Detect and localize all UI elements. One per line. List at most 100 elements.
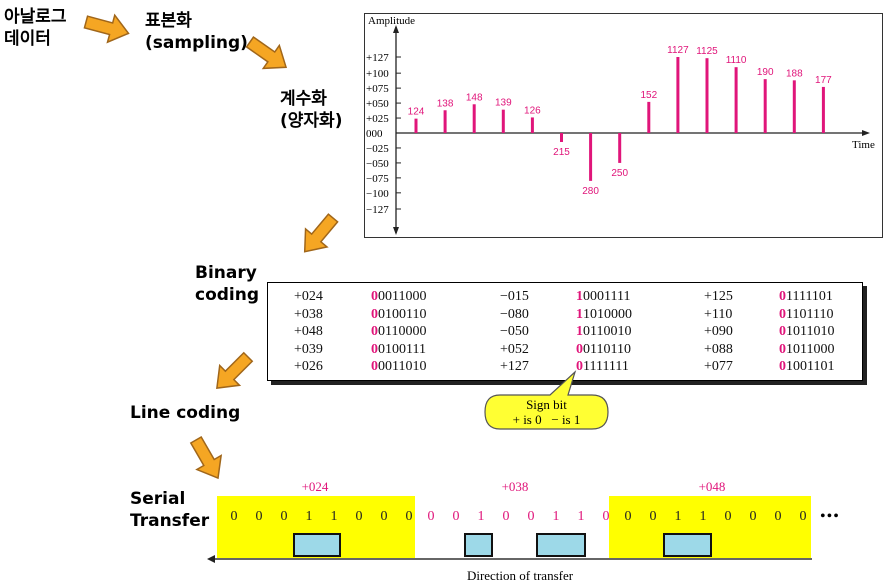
bit: 0 [724,509,732,524]
analog-data-label: 아날로그 데이터 [4,7,67,49]
sign-bit: 0 [371,359,378,374]
decimal-value: +090 [704,324,733,339]
data-label: 1110 [726,55,747,66]
binary-code: 01011000 [779,342,834,358]
decimal-value: −015 [500,289,529,304]
magnitude-bits: 0100110 [378,306,427,322]
binary-code: 01101110 [779,307,833,323]
callout-line2: + is 0 − is 1 [512,412,581,427]
line-code-pulse [663,533,712,557]
sample-bar [530,117,534,133]
sample-bar [560,133,563,142]
decimal-value: +024 [294,289,323,304]
sign-bit: 0 [779,341,786,357]
data-label: 250 [611,168,628,179]
sample-bar [589,133,593,181]
decimal-value: +125 [704,289,733,304]
binary-code: 01001101 [779,359,834,375]
bit: 0 [380,509,388,524]
sample-bar [472,104,476,133]
sign-bit: 0 [779,289,786,304]
sample-bar [821,86,825,133]
data-label: 177 [815,75,832,86]
data-label: 126 [524,105,541,116]
line-coding-label: Line coding [130,403,241,423]
ellipsis: ••• [820,508,840,525]
decimal-value: +077 [704,359,733,374]
binary-coding-label: Binary coding [195,263,260,305]
bit: 0 [527,509,535,524]
data-label: 152 [640,90,657,101]
sample-bar [763,79,767,133]
group-value-label: +024 [301,479,329,494]
sign-bit: 0 [371,289,378,304]
binary-code: 00110000 [371,324,426,340]
bit: 0 [280,509,288,524]
magnitude-bits: 1111111 [583,359,629,374]
bit: 0 [602,509,610,524]
sign-bit: 1 [576,324,583,339]
sampling-chart [364,13,883,238]
y-tick-label: +025 [366,113,389,125]
magnitude-bits: 0110110 [583,341,631,357]
magnitude-bits: 0110000 [378,324,427,339]
y-tick-label: +100 [366,68,389,80]
decimal-value: +038 [294,306,323,322]
magnitude-bits: 1011000 [786,341,835,357]
data-label: 188 [786,68,803,79]
decimal-value: −080 [500,306,529,322]
y-tick-label: −127 [366,204,389,216]
bit: 0 [649,509,657,524]
bit: 1 [699,509,707,524]
decimal-value: +052 [500,341,529,357]
bit: 0 [255,509,263,524]
decimal-value: +088 [704,341,733,357]
data-label: 138 [437,98,454,109]
sign-bit: 0 [576,359,583,374]
y-tick-label: +050 [366,98,389,110]
bit: 1 [477,509,485,524]
sample-bar [705,58,709,133]
sample-bar [792,80,796,133]
magnitude-bits: 0011000 [378,289,427,304]
bit: 0 [405,509,413,524]
group-value-label: +048 [698,479,726,494]
bit: 0 [774,509,782,524]
bit: 0 [749,509,757,524]
bit: 0 [355,509,363,524]
data-label: 1127 [667,45,689,56]
magnitude-bits: 1011010 [786,324,835,339]
sign-bit: 0 [779,306,786,322]
chart-svg: Amplitude Time +127 +100 +075 +050 +025 000 −025… [366,15,875,235]
x-axis-arrow [862,130,870,136]
magnitude-bits: 0001111 [583,289,631,304]
line-code-pulse [464,533,493,557]
binary-code: 10110010 [576,324,631,340]
direction-label: Direction of transfer [466,568,574,583]
line-code-pulse [536,533,586,557]
bit: 0 [230,509,238,524]
decimal-value: +110 [704,306,733,322]
data-label: 280 [582,186,599,197]
data-label: 190 [757,67,774,78]
sample-bar [618,133,622,163]
bit: 0 [502,509,510,524]
group-value-label: +038 [501,479,529,494]
binary-code: 00100110 [371,307,426,323]
data-label: 215 [553,147,570,158]
binary-coding-table: +024 00011000 −015 10001111 +125 01111101 +038… [267,282,863,381]
sign-bit: 0 [576,341,583,357]
sample-bar [647,101,651,133]
direction-arrow-icon [207,555,215,563]
callout-line1: Sign bit [526,397,567,412]
y-tick-label: +075 [366,83,389,95]
bit: 0 [624,509,632,524]
bit: 0 [799,509,807,524]
sample-bar [501,109,505,133]
sampling-label: 표본화 (sampling) [145,11,248,53]
decimal-value: +048 [294,324,323,339]
binary-code: 11010000 [576,307,632,323]
sample-bar [414,118,418,133]
